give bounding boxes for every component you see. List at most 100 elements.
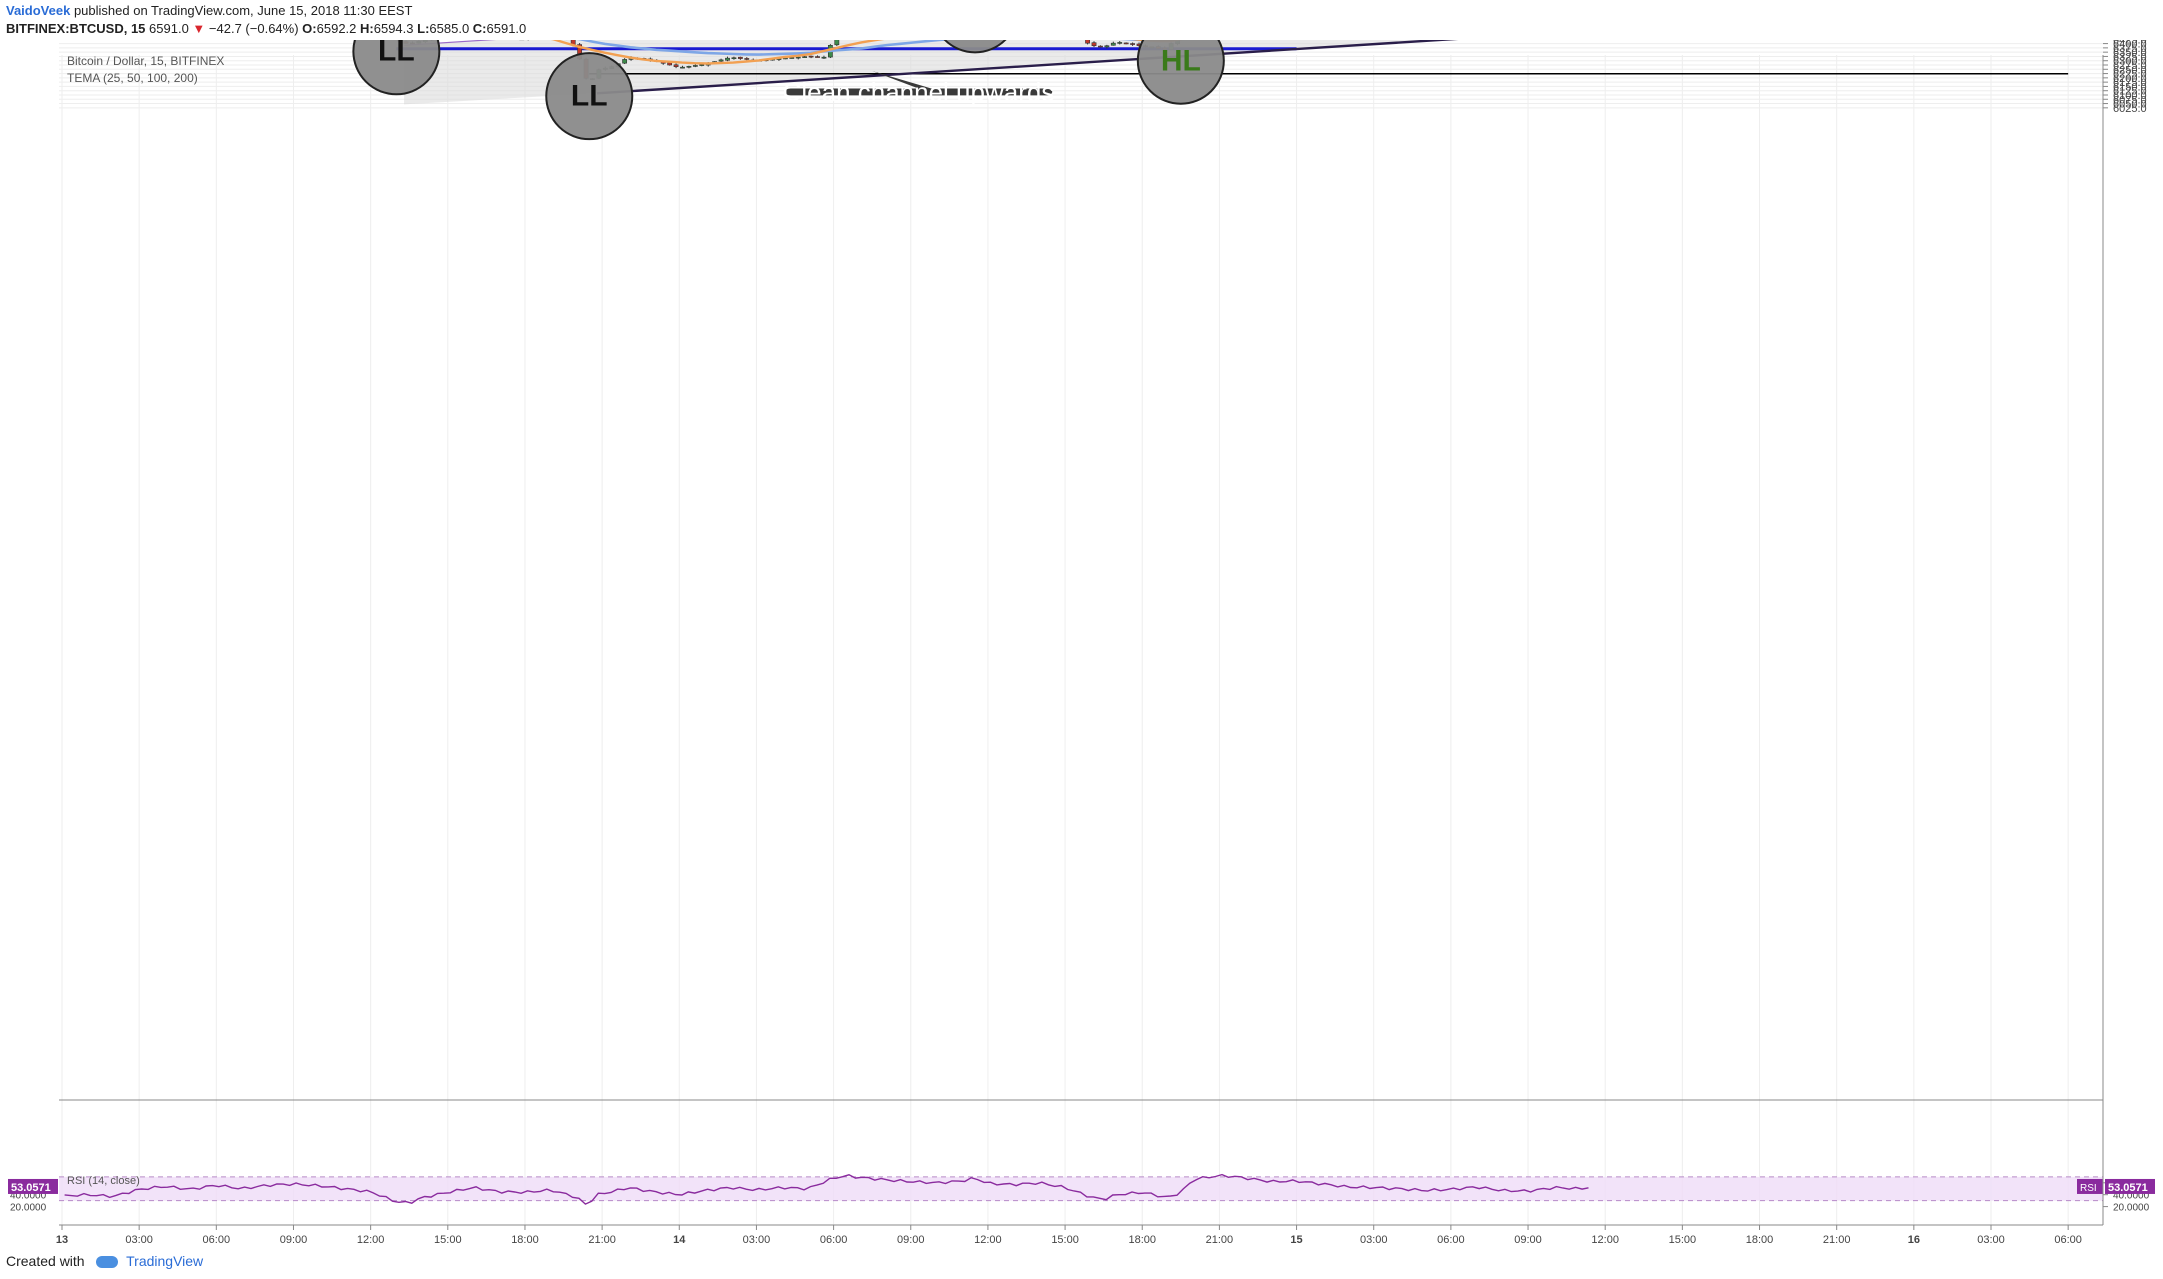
candle-body <box>1085 40 1090 44</box>
x-tick-label: 21:00 <box>588 1234 616 1245</box>
candle-body <box>802 56 808 58</box>
callout-pointer <box>872 71 932 89</box>
channel-lower-line <box>596 40 1459 95</box>
y-tick-label: 6375.0 <box>2113 43 2147 55</box>
y-tick-label: 6325.0 <box>2113 51 2147 63</box>
rsi-last-tag-right-text: 53.0571 <box>2108 1182 2148 1194</box>
rsi-tick-label-right: 40.0000 <box>2113 1191 2150 1202</box>
rsi-name-tag <box>2077 1178 2103 1194</box>
x-tick-label: 09:00 <box>1514 1234 1542 1245</box>
rsi-label: RSI (14, close) <box>67 1175 140 1187</box>
rsi-tick-label-right: 20.0000 <box>2113 1203 2150 1214</box>
candle-body <box>744 58 750 60</box>
candle-body <box>686 65 692 68</box>
legend-indicator: TEMA (25, 50, 100, 200) <box>67 71 198 85</box>
y-tick-label: 6250.0 <box>2113 64 2147 76</box>
chart-header: VaidoVeek published on TradingView.com, … <box>0 0 2163 40</box>
candle-body <box>821 56 827 59</box>
tradingview-logo-icon <box>96 1256 119 1269</box>
x-tick-label: 15:00 <box>434 1234 462 1245</box>
rsi-tick-label-left: 20.0000 <box>10 1203 47 1214</box>
candle-body <box>1130 43 1135 45</box>
candle-body <box>718 59 724 62</box>
publisher-name[interactable]: VaidoVeek <box>6 3 71 18</box>
rsi-last-tag-left-text: 53.0571 <box>11 1182 51 1194</box>
x-tick-label: 18:00 <box>1746 1234 1774 1245</box>
structure-label: HL?? <box>1572 40 1649 41</box>
x-tick-label: 16 <box>1908 1234 1920 1245</box>
callout-box <box>784 88 1053 96</box>
tradingview-brand[interactable]: TradingView <box>126 1253 204 1269</box>
y-tick-label: 6050.0 <box>2113 99 2147 111</box>
x-tick-label: 15:00 <box>1051 1234 1079 1245</box>
candle-body <box>680 66 685 69</box>
candle-body <box>673 64 679 68</box>
x-tick-label: 18:00 <box>511 1234 539 1245</box>
x-tick-label: 12:00 <box>1591 1234 1619 1245</box>
rsi-band <box>59 1176 2103 1201</box>
price-chart[interactable]: LLLLHHHLHHLHLHHL??Bull FlagClean channel… <box>0 40 2163 1245</box>
x-tick-label: 18:00 <box>1128 1234 1156 1245</box>
y-tick-label: 6125.0 <box>2113 86 2147 98</box>
candle-body <box>808 55 814 58</box>
y-tick-label: 6225.0 <box>2113 69 2147 81</box>
pivot-circle <box>943 40 1007 54</box>
candle-body <box>1110 42 1116 46</box>
ohlc-o-key: O: <box>302 21 317 36</box>
callout-text: Clean channel upwards <box>783 77 1055 107</box>
candle-body <box>622 59 628 64</box>
y-tick-label: 6450.0 <box>2113 40 2147 42</box>
chart-background <box>0 40 2163 1245</box>
candle-body <box>834 40 840 46</box>
ohlc-c-key: C: <box>472 21 487 36</box>
pivot-label: LL <box>571 79 608 112</box>
x-tick-label: 12:00 <box>974 1234 1002 1245</box>
down-arrow-icon: ▼ <box>192 21 206 36</box>
candle-body <box>1091 42 1097 47</box>
y-tick-label: 6025.0 <box>2113 103 2147 115</box>
candle-body <box>737 56 743 59</box>
y-tick-label: 6425.0 <box>2113 40 2147 46</box>
annotations: LLLLHHHLHHLHLHHL??Bull FlagClean channel… <box>352 40 1649 141</box>
publish-line: VaidoVeek published on TradingView.com, … <box>6 3 412 18</box>
ohlc-o-value: 6592.2 <box>316 21 357 36</box>
ohlc-c-value: 6591.0 <box>486 21 527 36</box>
candle-body <box>815 56 820 58</box>
ohlc-l-value: 6585.0 <box>429 21 470 36</box>
y-tick-label: 6100.0 <box>2113 90 2147 102</box>
y-tick-label: 6175.0 <box>2113 77 2147 89</box>
candle-body <box>795 56 801 59</box>
ohlc-l-key: L: <box>417 21 430 36</box>
y-tick-label: 6300.0 <box>2113 56 2147 68</box>
symbol-line: BITFINEX:BTCUSD, 15 6591.0 ▼ −42.7 (−0.6… <box>6 21 526 36</box>
candle-body <box>667 62 673 66</box>
y-tick-label: 6275.0 <box>2113 60 2147 72</box>
y-tick-label: 6400.0 <box>2113 40 2147 51</box>
x-tick-label: 06:00 <box>1437 1234 1465 1245</box>
x-tick-label: 09:00 <box>280 1234 308 1245</box>
x-tick-label: 13 <box>56 1234 68 1245</box>
candle-body <box>699 64 705 66</box>
x-tick-label: 06:00 <box>2054 1234 2082 1245</box>
y-tick-label: 6350.0 <box>2113 47 2147 59</box>
y-tick-label: 6075.0 <box>2113 94 2147 106</box>
legend-symbol: Bitcoin / Dollar, 15, BITFINEX <box>67 54 224 68</box>
pivot-circle <box>352 40 441 96</box>
created-with-label: Created with <box>6 1253 85 1269</box>
x-tick-label: 15:00 <box>1669 1234 1697 1245</box>
x-tick-label: 12:00 <box>357 1234 385 1245</box>
pivot-circle <box>545 52 634 141</box>
x-tick-label: 06:00 <box>203 1234 231 1245</box>
rsi-tick-label-left: 40.0000 <box>10 1191 47 1202</box>
last-price: 6591.0 <box>149 21 189 36</box>
candle-body <box>725 57 730 61</box>
x-tick-label: 03:00 <box>125 1234 153 1245</box>
ohlc-h-key: H: <box>360 21 374 36</box>
pivot-circle <box>1136 40 1225 105</box>
x-tick-label: 06:00 <box>820 1234 848 1245</box>
tema-lines <box>550 40 1183 65</box>
candle-body <box>1098 45 1103 48</box>
candle-body <box>1123 42 1129 45</box>
candle-body <box>731 57 737 60</box>
candle-body <box>1117 42 1123 44</box>
